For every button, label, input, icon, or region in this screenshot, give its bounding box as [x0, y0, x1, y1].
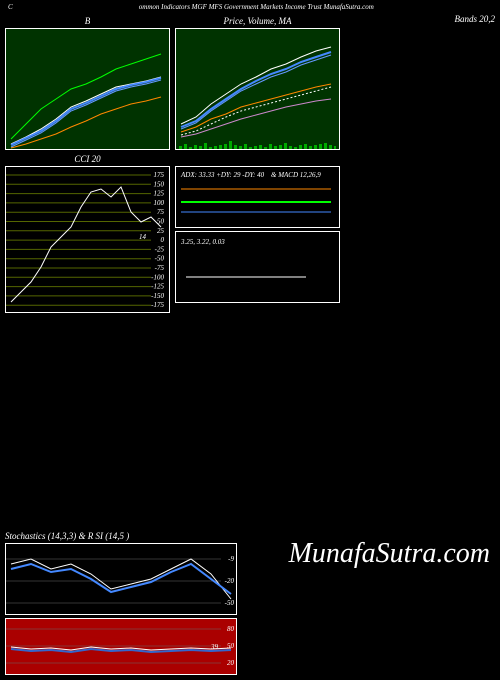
panel-adx-macd: ADX: 33.33 +DY: 29 -DY: 40 & MACD 12,26,9… [175, 166, 340, 313]
svg-text:-50: -50 [155, 255, 165, 263]
svg-text:-175: -175 [151, 301, 164, 309]
svg-text:-125: -125 [151, 283, 164, 291]
panel-price: Price, Volume, MA [175, 14, 340, 150]
svg-text:-25: -25 [155, 245, 165, 253]
panel-bollinger: B [5, 14, 170, 150]
svg-text:-9: -9 [228, 555, 234, 563]
svg-text:-75: -75 [155, 264, 165, 272]
svg-text:75: 75 [157, 208, 165, 216]
svg-text:39: 39 [210, 643, 219, 651]
svg-text:3.25, 3.22, 0.03: 3.25, 3.22, 0.03 [180, 238, 225, 246]
panel-cci: CCI 20 1751501251007550250-25-50-75-100-… [5, 152, 170, 313]
svg-text:0: 0 [161, 236, 165, 244]
bb-title: B [5, 14, 170, 28]
svg-text:25: 25 [157, 227, 165, 235]
svg-text:ADX: 33.33 +DY: 29 -DY: 40: ADX: 33.33 +DY: 29 -DY: 40 [180, 171, 265, 179]
svg-text:14: 14 [139, 233, 147, 241]
svg-text:& MACD 12,26,9: & MACD 12,26,9 [271, 171, 321, 179]
stoch-chart: -9 -20 -50 [5, 543, 237, 615]
watermark: MunafaSutra.com [289, 538, 490, 570]
svg-text:150: 150 [154, 180, 165, 188]
bb-chart [5, 28, 170, 150]
svg-text:80: 80 [227, 625, 235, 633]
page-header: C ommon Indicators MGF MFS Government Ma… [0, 0, 500, 14]
bottom-chart: 80 50 20 39 [5, 618, 237, 675]
macd-chart: 3.25, 3.22, 0.03 [175, 231, 340, 303]
svg-text:-50: -50 [225, 599, 235, 607]
header-left: C [8, 3, 13, 11]
svg-text:-150: -150 [151, 292, 164, 300]
price-title: Price, Volume, MA [175, 14, 340, 28]
bands-label: Bands 20,2 [455, 14, 496, 24]
cci-chart: 1751501251007550250-25-50-75-100-125-150… [5, 166, 170, 313]
cci-title: CCI 20 [5, 152, 170, 166]
svg-text:50: 50 [227, 642, 235, 650]
adx-chart: ADX: 33.33 +DY: 29 -DY: 40 & MACD 12,26,9 [175, 166, 340, 228]
svg-text:175: 175 [154, 171, 165, 179]
svg-text:100: 100 [154, 199, 165, 207]
header-text: ommon Indicators MGF MFS Government Mark… [139, 3, 374, 11]
svg-text:-20: -20 [225, 577, 235, 585]
price-chart [175, 28, 340, 150]
svg-text:125: 125 [154, 190, 165, 198]
svg-text:20: 20 [227, 659, 235, 667]
svg-text:-100: -100 [151, 273, 164, 281]
